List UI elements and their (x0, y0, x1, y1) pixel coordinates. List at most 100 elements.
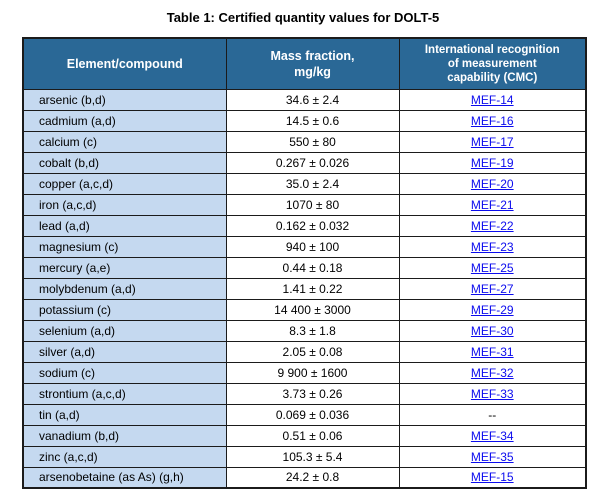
mass-fraction-cell: 2.05 ± 0.08 (225, 340, 400, 363)
mass-fraction-cell: 0.069 ± 0.036 (225, 403, 400, 426)
mass-fraction-cell: 1.41 ± 0.22 (225, 277, 400, 300)
cmc-link[interactable]: MEF-17 (470, 134, 514, 149)
element-compound-cell: lead (a,d) (22, 214, 227, 237)
cmc-link[interactable]: MEF-34 (470, 428, 514, 443)
element-compound-cell: arsenobetaine (as As) (g,h) (22, 466, 227, 489)
cmc-link[interactable]: MEF-21 (470, 197, 514, 212)
cmc-cell: MEF-35 (398, 445, 587, 468)
cmc-link[interactable]: MEF-14 (470, 92, 514, 107)
element-compound-cell: potassium (c) (22, 298, 227, 321)
cmc-link[interactable]: MEF-29 (470, 302, 514, 317)
cmc-cell: MEF-25 (398, 256, 587, 279)
cmc-link[interactable]: MEF-31 (470, 344, 514, 359)
cmc-link[interactable]: MEF-23 (470, 239, 514, 254)
cmc-cell: MEF-23 (398, 235, 587, 258)
table-row: sodium (c) 9 900 ± 1600 MEF-32 (22, 361, 587, 384)
table-title: Table 1: Certified quantity values for D… (166, 10, 440, 25)
cmc-cell: MEF-34 (398, 424, 587, 447)
header-row: Element/compound Mass fraction, mg/kg In… (22, 37, 587, 90)
mass-fraction-cell: 0.162 ± 0.032 (225, 214, 400, 237)
mass-fraction-cell: 24.2 ± 0.8 (225, 466, 400, 489)
table-row: lead (a,d) 0.162 ± 0.032 MEF-22 (22, 214, 587, 237)
element-compound-cell: mercury (a,e) (22, 256, 227, 279)
element-compound-cell: copper (a,c,d) (22, 172, 227, 195)
table-row: copper (a,c,d) 35.0 ± 2.4 MEF-20 (22, 172, 587, 195)
header-cmc: International recognition of measurement… (398, 37, 587, 90)
cmc-link[interactable]: MEF-35 (470, 449, 514, 464)
element-compound-cell: selenium (a,d) (22, 319, 227, 342)
cmc-link[interactable]: MEF-15 (470, 470, 514, 485)
table-row: cadmium (a,d) 14.5 ± 0.6 MEF-16 (22, 109, 587, 132)
table-row: tin (a,d) 0.069 ± 0.036 -- (22, 403, 587, 426)
mass-fraction-cell: 0.51 ± 0.06 (225, 424, 400, 447)
cmc-link[interactable]: MEF-25 (470, 260, 514, 275)
cmc-cell: -- (398, 403, 587, 426)
table-row: cobalt (b,d) 0.267 ± 0.026 MEF-19 (22, 151, 587, 174)
table-row: selenium (a,d) 8.3 ± 1.8 MEF-30 (22, 319, 587, 342)
element-compound-cell: zinc (a,c,d) (22, 445, 227, 468)
element-compound-cell: arsenic (b,d) (22, 88, 227, 111)
header-mass-fraction: Mass fraction, mg/kg (225, 37, 400, 90)
mass-fraction-cell: 14.5 ± 0.6 (225, 109, 400, 132)
cmc-cell: MEF-27 (398, 277, 587, 300)
table-row: zinc (a,c,d) 105.3 ± 5.4 MEF-35 (22, 445, 587, 468)
mass-fraction-cell: 105.3 ± 5.4 (225, 445, 400, 468)
element-compound-cell: magnesium (c) (22, 235, 227, 258)
mass-fraction-cell: 35.0 ± 2.4 (225, 172, 400, 195)
cmc-cell: MEF-33 (398, 382, 587, 405)
element-compound-cell: calcium (c) (22, 130, 227, 153)
cmc-cell: MEF-22 (398, 214, 587, 237)
cmc-cell: MEF-21 (398, 193, 587, 216)
mass-fraction-cell: 0.267 ± 0.026 (225, 151, 400, 174)
table-body: arsenic (b,d) 34.6 ± 2.4 MEF-14 cadmium (a,… (22, 88, 587, 489)
mass-fraction-cell: 14 400 ± 3000 (225, 298, 400, 321)
element-compound-cell: strontium (a,c,d) (22, 382, 227, 405)
cmc-cell: MEF-20 (398, 172, 587, 195)
certified-values-table: Element/compound Mass fraction, mg/kg In… (22, 37, 587, 489)
mass-fraction-cell: 34.6 ± 2.4 (225, 88, 400, 111)
table-row: arsenic (b,d) 34.6 ± 2.4 MEF-14 (22, 88, 587, 111)
cmc-cell: MEF-31 (398, 340, 587, 363)
cmc-link[interactable]: MEF-27 (470, 281, 514, 296)
cmc-link[interactable]: MEF-30 (470, 323, 514, 338)
cmc-cell: MEF-29 (398, 298, 587, 321)
table-row: calcium (c) 550 ± 80 MEF-17 (22, 130, 587, 153)
element-compound-cell: iron (a,c,d) (22, 193, 227, 216)
cmc-link[interactable]: MEF-33 (470, 386, 514, 401)
mass-fraction-cell: 940 ± 100 (225, 235, 400, 258)
cmc-cell: MEF-15 (398, 466, 587, 489)
element-compound-cell: tin (a,d) (22, 403, 227, 426)
mass-fraction-cell: 0.44 ± 0.18 (225, 256, 400, 279)
element-compound-cell: sodium (c) (22, 361, 227, 384)
mass-fraction-cell: 1070 ± 80 (225, 193, 400, 216)
cmc-cell: MEF-16 (398, 109, 587, 132)
element-compound-cell: molybdenum (a,d) (22, 277, 227, 300)
mass-fraction-cell: 550 ± 80 (225, 130, 400, 153)
element-compound-cell: silver (a,d) (22, 340, 227, 363)
cmc-cell: MEF-17 (398, 130, 587, 153)
element-compound-cell: cadmium (a,d) (22, 109, 227, 132)
cmc-cell: MEF-30 (398, 319, 587, 342)
mass-fraction-cell: 8.3 ± 1.8 (225, 319, 400, 342)
cmc-cell: MEF-14 (398, 88, 587, 111)
table-row: magnesium (c) 940 ± 100 MEF-23 (22, 235, 587, 258)
table-row: silver (a,d) 2.05 ± 0.08 MEF-31 (22, 340, 587, 363)
table-row: strontium (a,c,d) 3.73 ± 0.26 MEF-33 (22, 382, 587, 405)
table-row: molybdenum (a,d) 1.41 ± 0.22 MEF-27 (22, 277, 587, 300)
mass-fraction-cell: 3.73 ± 0.26 (225, 382, 400, 405)
cmc-empty-value: -- (488, 407, 497, 422)
cmc-link[interactable]: MEF-19 (470, 155, 514, 170)
table-row: potassium (c) 14 400 ± 3000 MEF-29 (22, 298, 587, 321)
element-compound-cell: cobalt (b,d) (22, 151, 227, 174)
cmc-link[interactable]: MEF-20 (470, 176, 514, 191)
table-row: iron (a,c,d) 1070 ± 80 MEF-21 (22, 193, 587, 216)
mass-fraction-cell: 9 900 ± 1600 (225, 361, 400, 384)
header-element-compound: Element/compound (22, 37, 227, 90)
cmc-link[interactable]: MEF-32 (470, 365, 514, 380)
cmc-link[interactable]: MEF-22 (470, 218, 514, 233)
table-row: arsenobetaine (as As) (g,h) 24.2 ± 0.8 MEF… (22, 466, 587, 489)
cmc-link[interactable]: MEF-16 (470, 113, 514, 128)
table-row: mercury (a,e) 0.44 ± 0.18 MEF-25 (22, 256, 587, 279)
element-compound-cell: vanadium (b,d) (22, 424, 227, 447)
